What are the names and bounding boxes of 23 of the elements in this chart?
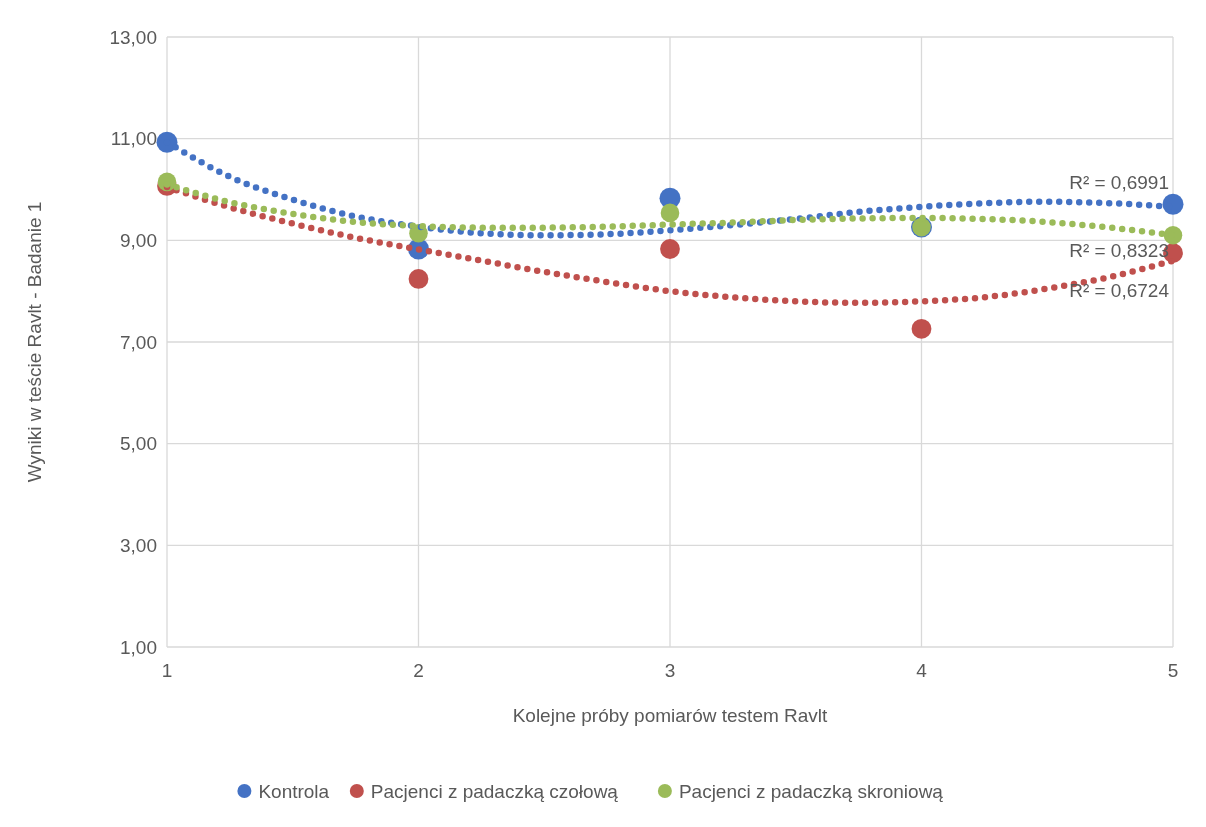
x-tick-label: 2: [413, 660, 424, 681]
x-tick-label: 5: [1167, 660, 1179, 681]
y-axis-title: Wyniki w teście Ravlt - Badanie 1: [24, 201, 45, 483]
legend-label: Pacjenci z padaczką skroniową: [678, 780, 944, 802]
y-tick-label: 7,00: [120, 331, 157, 353]
legend-label: Kontrola: [258, 780, 330, 802]
y-tick-label: 9,00: [120, 229, 157, 251]
y-tick-label: 11,00: [110, 128, 157, 150]
annotation: R² = 0,6991: [1069, 172, 1169, 194]
x-tick-label: 1: [161, 660, 173, 681]
legend-label: Pacjenci z padaczką czołową: [370, 780, 619, 802]
y-tick-label: 13,00: [109, 26, 157, 48]
point: [660, 239, 680, 259]
point: [660, 203, 680, 223]
point: [911, 318, 932, 339]
annotation: R² = 0,6724: [1069, 279, 1170, 301]
y-tick-label: 5,00: [120, 433, 157, 455]
point: [408, 269, 429, 289]
x-tick-label: 4: [916, 660, 928, 681]
x-tick-label: 3: [664, 660, 676, 681]
y-tick-label: 3,00: [120, 534, 157, 556]
y-tick-label: 1,00: [120, 636, 157, 658]
x-axis-title: Kolejne próby pomiarów testem Ravlt: [512, 705, 829, 726]
